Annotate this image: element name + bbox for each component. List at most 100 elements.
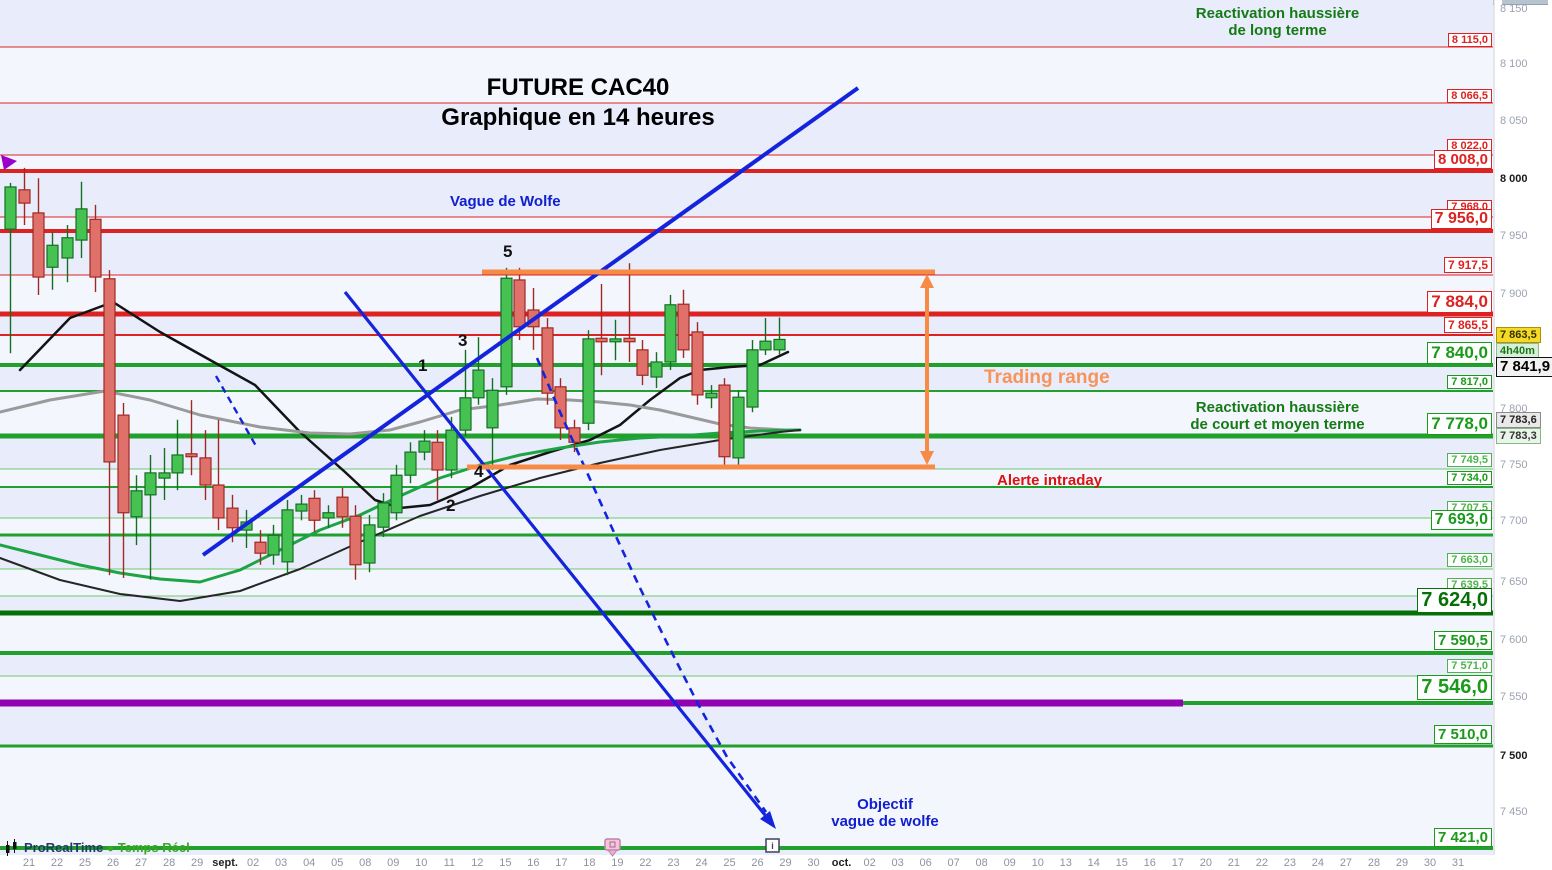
purple-arrow-marker-icon[interactable] xyxy=(1,155,17,170)
logo-candle-icon xyxy=(6,845,10,853)
x-axis-date-label: 05 xyxy=(331,857,344,869)
candlestick[interactable] xyxy=(609,338,622,343)
candlestick[interactable] xyxy=(158,472,171,479)
candlestick[interactable] xyxy=(212,484,225,519)
x-axis-date-label: 09 xyxy=(1003,857,1016,869)
candlestick[interactable] xyxy=(226,507,239,529)
candlestick[interactable] xyxy=(677,303,690,351)
price-level-label: 7 956,0 xyxy=(1430,209,1492,230)
candlestick[interactable] xyxy=(664,304,677,363)
candlestick[interactable] xyxy=(281,509,294,563)
x-axis-date-label: 22 xyxy=(639,857,652,869)
realtime-status-label: Temps Réel xyxy=(117,840,190,855)
candlestick[interactable] xyxy=(541,327,554,394)
event-pin-marker-icon[interactable] xyxy=(604,838,621,851)
candlestick[interactable] xyxy=(431,441,444,471)
candlestick[interactable] xyxy=(32,212,45,278)
wolfe-rising-trendline[interactable] xyxy=(201,86,860,557)
candlestick[interactable] xyxy=(322,512,335,519)
candlestick[interactable] xyxy=(568,427,581,443)
candlestick[interactable] xyxy=(18,189,31,204)
brand-logo-text[interactable]: ProRealTime xyxy=(24,840,104,855)
y-axis-tick-label: 8 000 xyxy=(1500,173,1528,185)
candlestick[interactable] xyxy=(554,386,567,429)
candlestick[interactable] xyxy=(130,490,143,518)
dashed-segment-line[interactable] xyxy=(214,375,258,447)
background-band xyxy=(0,569,1493,596)
x-axis-date-label: 19 xyxy=(611,857,624,869)
info-marker-icon[interactable] xyxy=(765,838,780,853)
y-axis-tick-label: 7 450 xyxy=(1500,806,1528,818)
candlestick[interactable] xyxy=(691,331,704,396)
wolfe-point-number: 1 xyxy=(418,356,428,375)
x-axis-date-label: 22 xyxy=(1255,857,1268,869)
background-band xyxy=(0,469,1493,487)
wolfe-point-number: 2 xyxy=(446,496,456,515)
candlestick[interactable] xyxy=(582,338,595,424)
x-axis-date-label: 21 xyxy=(1227,857,1240,869)
x-axis-date-label: 18 xyxy=(583,857,596,869)
x-axis-date-label: 02 xyxy=(863,857,876,869)
candlestick[interactable] xyxy=(746,349,759,408)
candlestick[interactable] xyxy=(650,361,663,378)
y-axis-tick-label: 7 900 xyxy=(1500,288,1528,300)
candlestick[interactable] xyxy=(486,389,499,429)
toolbar-button[interactable] xyxy=(1502,0,1548,5)
candlestick[interactable] xyxy=(46,244,59,268)
candlestick[interactable] xyxy=(144,472,157,496)
candlestick[interactable] xyxy=(445,429,458,471)
arrow-down-icon xyxy=(920,451,934,465)
candlestick[interactable] xyxy=(75,208,88,241)
wolfe-point-number: 5 xyxy=(503,242,513,261)
candlestick[interactable] xyxy=(336,496,349,518)
logo-candle-icon xyxy=(13,842,17,849)
background-band xyxy=(0,155,1493,171)
background-band xyxy=(0,535,1493,569)
candlestick[interactable] xyxy=(89,218,102,278)
x-axis-date-label: 20 xyxy=(1199,857,1212,869)
candlestick[interactable] xyxy=(705,392,718,399)
candlestick[interactable] xyxy=(185,453,198,458)
y-axis-tick-label: 7 500 xyxy=(1500,750,1528,762)
candlestick[interactable] xyxy=(404,451,417,476)
candlestick[interactable] xyxy=(623,337,636,343)
x-axis-date-label: 16 xyxy=(527,857,540,869)
wolfe-falling-trendline[interactable] xyxy=(343,290,767,817)
candlestick[interactable] xyxy=(759,340,772,351)
candlestick[interactable] xyxy=(171,454,184,474)
candlestick[interactable] xyxy=(254,541,267,554)
candlestick[interactable] xyxy=(595,337,608,343)
x-axis-date-label: 25 xyxy=(723,857,736,869)
x-axis-date-label: oct. xyxy=(831,857,852,869)
candlestick[interactable] xyxy=(61,237,74,259)
candlestick[interactable] xyxy=(500,277,513,388)
candlestick[interactable] xyxy=(418,440,431,453)
candlestick[interactable] xyxy=(308,497,321,521)
candlestick[interactable] xyxy=(390,474,403,514)
candlestick[interactable] xyxy=(103,278,116,463)
candlestick[interactable] xyxy=(718,384,731,458)
candlestick[interactable] xyxy=(117,414,130,514)
candlestick[interactable] xyxy=(513,279,526,328)
price-tag: 7 783,6 xyxy=(1496,412,1541,428)
candlestick[interactable] xyxy=(199,457,212,486)
candlestick[interactable] xyxy=(4,186,17,230)
background-band xyxy=(0,746,1493,848)
candlestick[interactable] xyxy=(636,349,649,376)
x-axis-date-label: 08 xyxy=(975,857,988,869)
candlestick[interactable] xyxy=(377,502,390,528)
candlestick[interactable] xyxy=(363,524,376,564)
candlestick[interactable] xyxy=(295,503,308,512)
price-level-label: 7 778,0 xyxy=(1427,412,1492,435)
candlestick[interactable] xyxy=(773,338,786,351)
wolfe-dashed-target-line[interactable] xyxy=(535,357,768,813)
candlestick[interactable] xyxy=(472,369,485,399)
candlestick[interactable] xyxy=(459,397,472,431)
background-band xyxy=(0,848,1493,855)
candlestick[interactable] xyxy=(267,534,280,556)
candlestick[interactable] xyxy=(732,396,745,459)
x-axis-date-label: 26 xyxy=(751,857,764,869)
wolfe-point-number: 3 xyxy=(458,331,468,350)
candlestick[interactable] xyxy=(349,515,362,566)
